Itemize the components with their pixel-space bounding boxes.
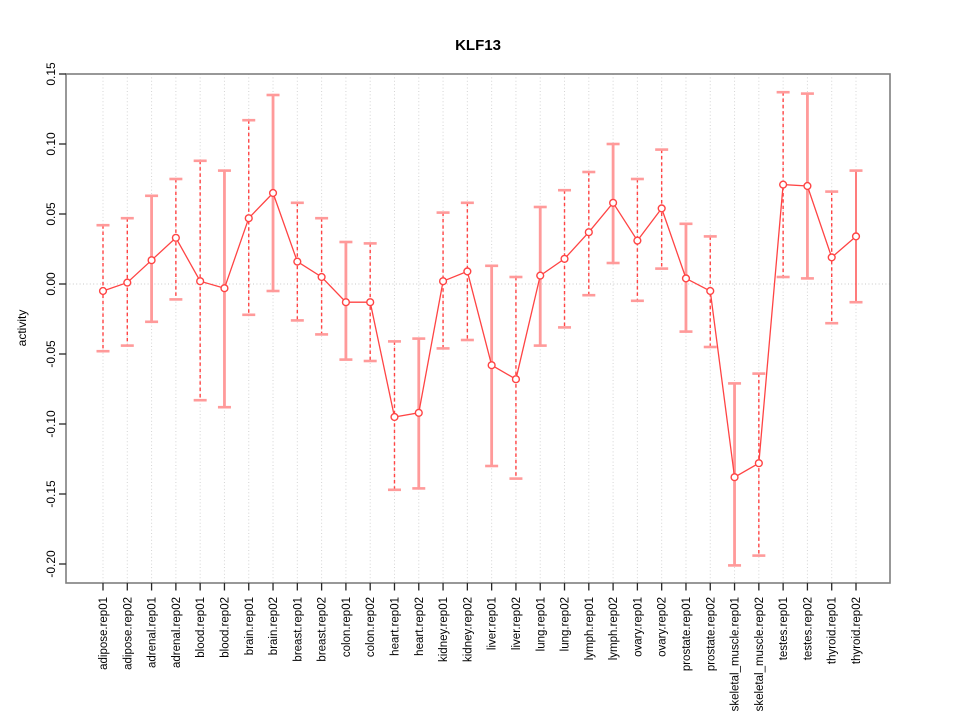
error-bar (703, 235, 717, 349)
x-tick-label: lung.rep01 (535, 597, 547, 651)
x-tick-label: brain.rep01 (244, 597, 256, 655)
y-tick-label: -0.15 (44, 480, 58, 508)
x-tick-label: brain.rep02 (268, 597, 280, 655)
error-bar (387, 340, 401, 492)
data-point (633, 236, 642, 245)
x-tick-label: skeletal_muscle.rep01 (730, 597, 742, 711)
x-tick-label: prostate.rep01 (681, 597, 693, 671)
x-tick-label: lymph.rep01 (584, 597, 596, 660)
x-tick-label: kidney.rep02 (462, 597, 474, 662)
data-point (147, 256, 156, 265)
plot-box (65, 73, 891, 584)
y-tick-label: 0.10 (44, 132, 58, 156)
x-tick-label: lymph.rep02 (608, 597, 620, 660)
data-point (463, 267, 472, 276)
error-bar (558, 188, 572, 329)
data-point (681, 274, 691, 283)
x-tick-label: liver.rep01 (487, 597, 499, 650)
data-point (293, 257, 302, 266)
data-point (730, 473, 739, 482)
x-tick-label: blood.rep02 (219, 597, 231, 658)
x-tick-label: adipose.rep01 (98, 597, 110, 670)
x-tick-label: skeletal_muscle.rep02 (754, 597, 766, 711)
x-tick-label: testes.rep02 (802, 597, 814, 660)
data-point (487, 361, 496, 370)
data-point (706, 286, 715, 296)
y-tick-label: 0.00 (44, 272, 58, 296)
x-tick-label: prostate.rep02 (705, 597, 717, 671)
y-axis-label: activity (15, 310, 29, 347)
x-tick-label: heart.rep02 (414, 597, 426, 656)
data-point (584, 228, 593, 237)
data-point (244, 214, 253, 223)
x-tick-label: breast.rep02 (317, 597, 329, 662)
grid-layer (66, 74, 890, 583)
data-point (657, 204, 666, 213)
x-tick-label: colon.rep01 (341, 597, 353, 657)
y-tick-label: -0.05 (44, 340, 58, 368)
data-point (511, 375, 521, 384)
data-point (220, 284, 229, 293)
data-point (196, 277, 205, 286)
axis-layer: 0.15 0.10 0.05 0.00 -0.05 -0.10 -0.15 -0.20 adip… (44, 62, 891, 711)
x-tick-label: blood.rep01 (195, 597, 207, 658)
x-tick-label: breast.rep01 (292, 597, 304, 662)
data-point (317, 272, 326, 282)
data-point (341, 298, 351, 307)
y-tick-label: -0.20 (44, 550, 58, 578)
data-point (754, 459, 763, 468)
data-point (536, 271, 545, 280)
data-point (98, 286, 108, 296)
error-bar (630, 177, 644, 303)
series-line (102, 183, 857, 479)
error-bar (460, 201, 474, 342)
y-tick-label: 0.05 (44, 202, 58, 226)
data-point (366, 298, 375, 307)
x-tick-label: ovary.rep01 (632, 597, 644, 657)
data-point (827, 253, 836, 262)
error-bar (582, 170, 596, 297)
x-tick-label: liver.rep02 (511, 597, 523, 650)
data-point (414, 408, 423, 417)
chart-title: KLF13 (455, 37, 501, 54)
data-point (779, 180, 788, 189)
x-tick-label: heart.rep01 (390, 597, 402, 656)
data-point (268, 188, 278, 198)
data-point (171, 233, 180, 242)
x-tick-label: adrenal.rep01 (147, 597, 159, 668)
x-tick-label: thyroid.rep01 (827, 597, 839, 664)
x-tick-label: thyroid.rep02 (851, 597, 863, 664)
data-point (438, 277, 448, 286)
x-tick-label: ovary.rep02 (657, 597, 669, 657)
data-layer (96, 90, 863, 567)
data-point (608, 198, 618, 207)
data-point (803, 181, 812, 191)
x-tick-label: testes.rep01 (778, 597, 790, 660)
error-bar (436, 211, 450, 350)
data-point (560, 254, 569, 263)
data-point (851, 232, 861, 241)
y-tick-label: 0.15 (44, 62, 58, 86)
data-point (123, 278, 132, 287)
error-bar (776, 90, 790, 279)
x-tick-label: colon.rep02 (365, 597, 377, 657)
x-tick-label: kidney.rep01 (438, 597, 450, 662)
x-tick-label: adipose.rep02 (122, 597, 134, 670)
x-tick-label: adrenal.rep02 (171, 597, 183, 668)
x-tick-label: lung.rep02 (560, 597, 572, 651)
y-tick-label: -0.10 (44, 410, 58, 438)
data-point (390, 412, 399, 422)
